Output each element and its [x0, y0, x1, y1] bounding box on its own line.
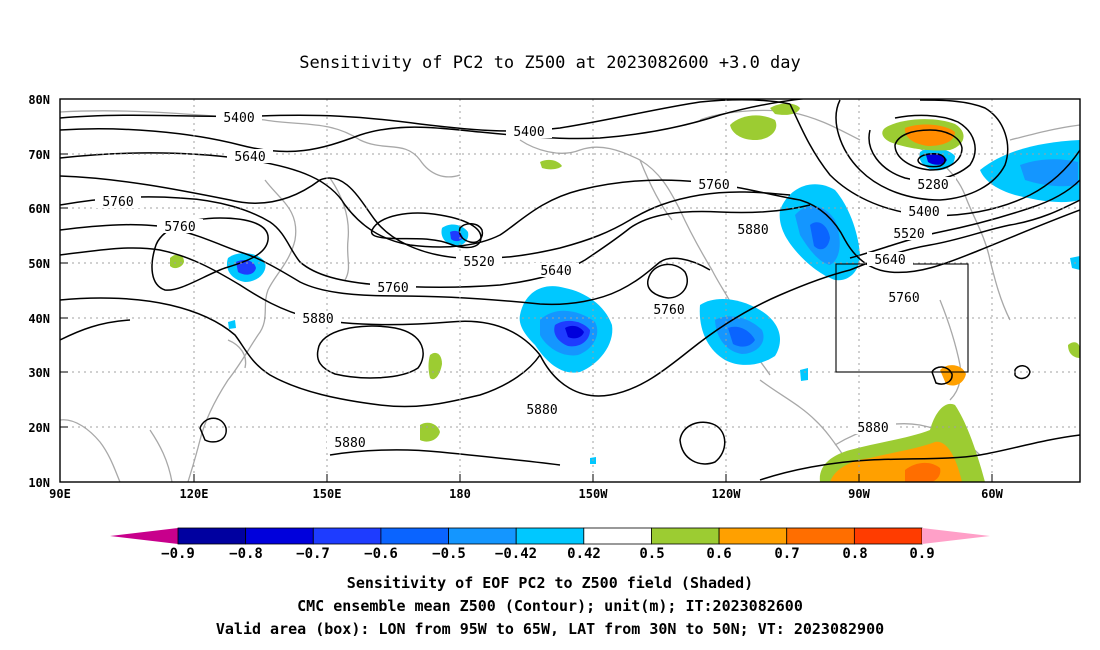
colorbar: −0.9 −0.8 −0.7 −0.6 −0.5 −0.42 0.42 0.5 …: [110, 527, 990, 562]
colorbar-label: −0.7: [296, 546, 330, 562]
lat-label: 20N: [28, 421, 50, 435]
caption-line-3: Valid area (box): LON from 95W to 65W, L…: [216, 620, 884, 638]
map-frame: [59, 98, 1081, 483]
colorbar-label: −0.42: [495, 546, 537, 562]
contour-label: 5280: [917, 178, 948, 193]
lon-label: 150W: [579, 487, 609, 501]
colorbar-label: −0.6: [364, 546, 398, 562]
colorbar-segment: [448, 527, 517, 545]
colorbar-segment: [245, 527, 314, 545]
colorbar-segment: [853, 527, 923, 545]
contour-label: 5400: [223, 111, 254, 126]
colorbar-label: 0.9: [909, 546, 934, 562]
colorbar-segment: [583, 527, 652, 545]
contour-label: 5880: [737, 223, 768, 238]
lon-label: 150E: [313, 487, 342, 501]
contour-label: 5400: [908, 205, 939, 220]
contour-label: 5640: [540, 264, 571, 279]
contour-label: 5880: [526, 403, 557, 418]
contour-label: 5760: [164, 220, 195, 235]
z500-contours: [60, 99, 1080, 481]
lon-label: 60W: [981, 487, 1003, 501]
contour-label: 5760: [888, 291, 919, 306]
colorbar-high-end: [922, 528, 990, 544]
colorbar-label: −0.8: [229, 546, 263, 562]
colorbar-label: 0.8: [842, 546, 867, 562]
lon-label: 90E: [49, 487, 71, 501]
contour-label: 5880: [857, 421, 888, 436]
caption: Sensitivity of EOF PC2 to Z500 field (Sh…: [216, 574, 884, 638]
colorbar-segment: [718, 527, 788, 545]
contour-label: 5760: [653, 303, 684, 318]
map-panel: 5400 5400 5640 5760 5760 5520 5640 5760 …: [28, 93, 1081, 501]
positive-sensitivity-shading: [170, 103, 1080, 482]
lat-label: 70N: [28, 148, 50, 162]
lat-label: 60N: [28, 202, 50, 216]
latitude-labels: 80N 70N 60N 50N 40N 30N 20N 10N: [28, 93, 50, 490]
colorbar-label: 0.7: [774, 546, 799, 562]
contour-label: 5520: [463, 255, 494, 270]
colorbar-segments: [177, 527, 923, 545]
contour-label: 5880: [334, 436, 365, 451]
axis-ticks: [60, 98, 993, 482]
lat-label: 10N: [28, 476, 50, 490]
colorbar-label: 0.6: [706, 546, 731, 562]
lon-label: 120E: [180, 487, 209, 501]
figure-title: Sensitivity of PC2 to Z500 at 2023082600…: [299, 53, 801, 73]
colorbar-segment: [177, 527, 247, 545]
colorbar-segment: [380, 527, 449, 545]
colorbar-labels: −0.9 −0.8 −0.7 −0.6 −0.5 −0.42 0.42 0.5 …: [161, 546, 935, 562]
contour-labels: 5400 5400 5640 5760 5760 5520 5640 5760 …: [95, 110, 956, 451]
lon-label: 90W: [848, 487, 870, 501]
gridlines: [60, 99, 1080, 482]
lon-label: 180: [449, 487, 471, 501]
contour-label: 5400: [513, 125, 544, 140]
colorbar-segment: [515, 527, 585, 545]
lat-label: 30N: [28, 366, 50, 380]
colorbar-label: 0.5: [639, 546, 664, 562]
caption-line-2: CMC ensemble mean Z500 (Contour); unit(m…: [297, 597, 803, 615]
contour-label: 5760: [698, 178, 729, 193]
colorbar-label: −0.9: [161, 546, 195, 562]
colorbar-segment: [651, 527, 720, 545]
colorbar-label: −0.5: [432, 546, 466, 562]
lat-label: 80N: [28, 93, 50, 107]
contour-label: 5760: [377, 281, 408, 296]
contour-label: 5760: [102, 195, 133, 210]
colorbar-low-end: [110, 528, 178, 544]
colorbar-segment: [312, 527, 382, 545]
colorbar-label: 0.42: [567, 546, 601, 562]
lat-label: 40N: [28, 312, 50, 326]
lat-label: 50N: [28, 257, 50, 271]
contour-label: 5640: [234, 150, 265, 165]
caption-line-1: Sensitivity of EOF PC2 to Z500 field (Sh…: [347, 574, 753, 592]
colorbar-segment: [786, 527, 855, 545]
contour-label: 5520: [893, 227, 924, 242]
lon-label: 120W: [712, 487, 742, 501]
contour-label: 5640: [874, 253, 905, 268]
longitude-labels: 90E 120E 150E 180 150W 120W 90W 60W: [49, 487, 1003, 501]
contour-label: 5880: [302, 312, 333, 327]
